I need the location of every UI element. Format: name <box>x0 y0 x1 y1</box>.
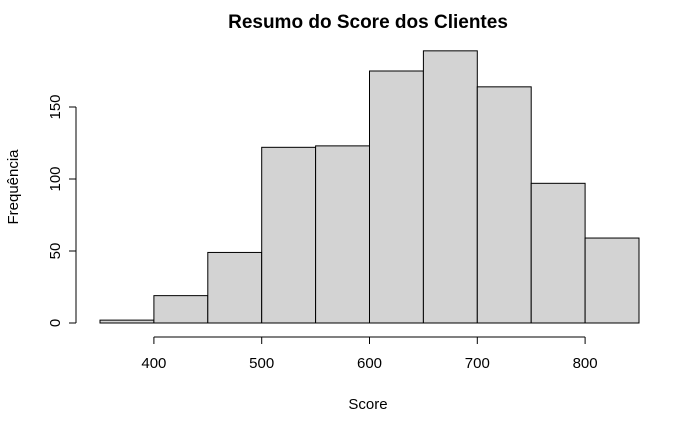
y-tick-label: 100 <box>47 166 64 191</box>
chart-title: Resumo do Score dos Clientes <box>228 12 508 33</box>
x-axis: 400 500 600 700 800 <box>141 336 598 372</box>
y-tick-label: 150 <box>47 94 64 119</box>
y-axis: 0 50 100 150 <box>47 94 77 327</box>
x-tick-label: 500 <box>249 355 274 372</box>
x-tick-label: 700 <box>465 355 490 372</box>
histogram-bar <box>530 182 586 324</box>
histogram-bar <box>99 319 155 324</box>
x-tick-label: 400 <box>141 355 166 372</box>
histogram-bar <box>584 237 640 324</box>
histogram-bar <box>422 50 478 324</box>
y-tick-label: 50 <box>47 243 64 260</box>
histogram-bar <box>153 295 209 324</box>
y-tick-label: 0 <box>47 319 64 327</box>
histogram-bar <box>369 70 424 324</box>
x-tick-label: 800 <box>573 355 598 372</box>
histogram-bar <box>476 86 532 324</box>
x-tick-label: 600 <box>357 355 382 372</box>
y-axis-label: Frequência <box>5 149 22 225</box>
bars-group <box>99 50 640 324</box>
histogram-bar <box>261 146 317 324</box>
histogram-bar <box>207 251 263 324</box>
x-axis-label: Score <box>348 396 387 413</box>
histogram-bar <box>315 145 371 324</box>
